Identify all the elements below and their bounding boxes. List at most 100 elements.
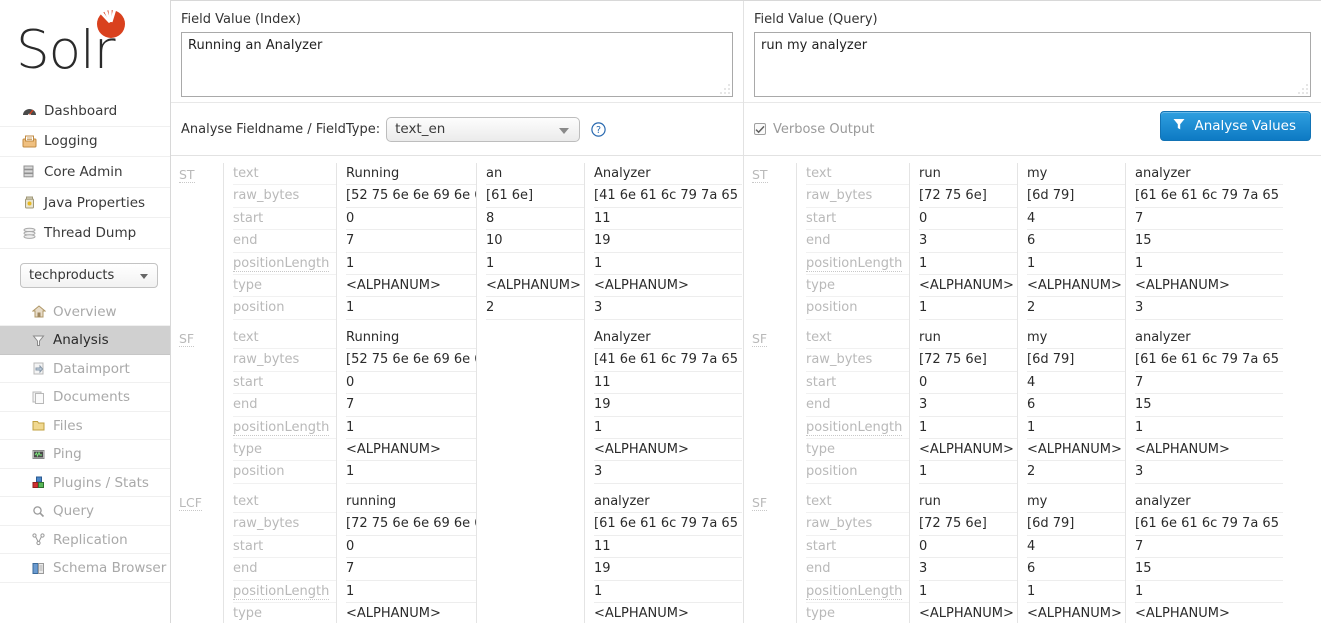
sidebar-item-core-admin[interactable]: Core Admin <box>0 157 170 188</box>
attribute-label-text[interactable]: positionLength <box>806 255 903 272</box>
token-end-value: 6 <box>1027 558 1125 581</box>
attribute-label-position: position <box>233 297 336 320</box>
query-field-label: Field Value (Query) <box>754 12 878 27</box>
help-question-icon[interactable]: ? <box>591 121 606 137</box>
token-column: my[6d 79]461<ALPHANUM>2 <box>1017 491 1125 623</box>
verbose-output-label: Verbose Output <box>773 121 875 137</box>
solr-sunburst-logo-icon <box>88 2 134 48</box>
analysis-form: Field Value (Index) Running an Analyzer … <box>171 1 1321 156</box>
index-field-textarea[interactable]: Running an Analyzer <box>181 32 733 97</box>
sidebar-item-thread-dump[interactable]: Thread Dump <box>0 218 170 249</box>
token-positionLength-value: 1 <box>346 253 476 275</box>
resize-handle-icon[interactable] <box>720 84 730 94</box>
token-positionLength-value: 1 <box>486 253 584 275</box>
token-raw_bytes-value: [6d 79] <box>1027 349 1125 372</box>
sidebar-item-plugins-stats[interactable]: Plugins / Stats <box>0 469 170 498</box>
token-start-value: 11 <box>594 536 742 559</box>
sidebar-item-overview[interactable]: Overview <box>0 298 170 327</box>
analysis-step-abbr[interactable]: ST <box>179 167 195 183</box>
analysis-step-abbr[interactable]: SF <box>179 331 195 347</box>
query-field-textarea[interactable]: run my analyzer <box>754 32 1311 97</box>
token-text-value: run <box>919 163 1017 186</box>
token-end-value <box>486 394 584 416</box>
sidebar-item-documents[interactable]: Documents <box>0 383 170 412</box>
replication-nodes-icon <box>32 533 53 546</box>
token-end-value: 19 <box>594 230 742 253</box>
chevron-down-icon <box>559 127 570 134</box>
token-text-value: analyzer <box>594 491 742 514</box>
token-text-value: Running <box>346 163 476 186</box>
sidebar-item-label: Overview <box>53 303 117 320</box>
token-start-value: 0 <box>919 536 1017 559</box>
sidebar-item-label: Plugins / Stats <box>53 474 149 491</box>
attribute-label-text: text <box>233 491 336 514</box>
fieldtype-select[interactable]: text_en <box>386 116 581 142</box>
verbose-output-checkbox[interactable]: Verbose Output <box>754 122 875 137</box>
sidebar-item-analysis[interactable]: Analysis <box>0 326 170 355</box>
token-start-value: 0 <box>346 208 476 231</box>
sidebar-item-label: Logging <box>44 133 98 150</box>
attribute-label-positionLength: positionLength <box>806 417 909 439</box>
analysis-step-abbr[interactable]: LCF <box>179 495 202 511</box>
token-position-value: 3 <box>594 461 742 484</box>
token-type-value: <ALPHANUM> <box>919 603 1017 623</box>
token-type-value: <ALPHANUM> <box>346 603 476 623</box>
funnel-filter-icon <box>1172 117 1186 135</box>
token-text-value: an <box>486 163 584 186</box>
token-raw_bytes-value: [61 6e 61 6c 79 7a 65 72] <box>1135 349 1283 372</box>
attribute-label-text[interactable]: positionLength <box>233 419 330 436</box>
token-positionLength-value: 1 <box>919 581 1017 603</box>
sidebar-item-label: Core Admin <box>44 163 123 180</box>
attribute-label-start: start <box>233 372 336 395</box>
svg-text:?: ? <box>596 125 601 136</box>
attribute-label-text[interactable]: positionLength <box>806 419 903 436</box>
token-positionLength-value: 1 <box>594 581 742 603</box>
attribute-label-text[interactable]: positionLength <box>233 255 330 272</box>
token-positionLength-value: 1 <box>1027 417 1125 439</box>
token-start-value: 7 <box>1135 372 1283 395</box>
attribute-label-end: end <box>806 394 909 417</box>
sidebar-item-logging[interactable]: Logging <box>0 127 170 158</box>
attribute-label-type: type <box>233 275 336 298</box>
attribute-label-positionLength: positionLength <box>233 253 336 275</box>
token-start-value: 0 <box>346 536 476 559</box>
token-position-value: 2 <box>486 297 584 320</box>
token-end-value: 3 <box>919 230 1017 253</box>
sidebar-item-replication[interactable]: Replication <box>0 526 170 555</box>
token-end-value: 7 <box>346 230 476 253</box>
analysis-step-abbr[interactable]: ST <box>752 167 768 183</box>
attribute-label-start: start <box>806 372 909 395</box>
sidebar-item-java-properties[interactable]: Java Properties <box>0 188 170 219</box>
analysis-step-label: SF <box>171 327 223 491</box>
token-type-value: <ALPHANUM> <box>594 603 742 623</box>
token-end-value: 19 <box>594 558 742 581</box>
token-end-value: 7 <box>346 558 476 581</box>
attribute-name-column: textraw_bytesstartendpositionLengthtypep… <box>223 491 336 623</box>
solr-logo[interactable]: Solr <box>0 0 170 96</box>
attribute-label-text[interactable]: positionLength <box>806 583 903 600</box>
sidebar-item-schema-browser[interactable]: Schema Browser <box>0 554 170 583</box>
analysis-step-abbr[interactable]: SF <box>752 331 768 347</box>
sidebar-item-label: Documents <box>53 389 130 406</box>
token-type-value: <ALPHANUM> <box>919 275 1017 298</box>
attribute-label-text[interactable]: positionLength <box>233 583 330 600</box>
sidebar-item-dataimport[interactable]: Dataimport <box>0 355 170 384</box>
sidebar-item-ping[interactable]: Ping <box>0 440 170 469</box>
resize-handle-icon[interactable] <box>1298 84 1308 94</box>
core-nav: Overview Analysis Dataimport Documents <box>0 298 170 583</box>
overview-house-icon <box>32 305 53 318</box>
analyse-values-button[interactable]: Analyse Values <box>1160 111 1311 141</box>
token-raw_bytes-value <box>486 513 584 535</box>
token-start-value: 4 <box>1027 208 1125 231</box>
sidebar-item-files[interactable]: Files <box>0 412 170 441</box>
sidebar-item-query[interactable]: Query <box>0 497 170 526</box>
analysis-step: ST text raw_bytes start end positionLength typ… <box>744 163 1321 327</box>
sidebar-item-label: Java Properties <box>44 194 146 211</box>
core-selector[interactable]: techproducts <box>20 262 158 288</box>
query-form-column: Field Value (Query) run my analyzer Verb… <box>744 1 1321 156</box>
sidebar-item-dashboard[interactable]: Dashboard <box>0 96 170 127</box>
analysis-step-abbr[interactable]: SF <box>752 495 768 511</box>
token-column: Running[52 75 6e 6e 69 6e 67]071<ALPHANU… <box>336 327 476 491</box>
